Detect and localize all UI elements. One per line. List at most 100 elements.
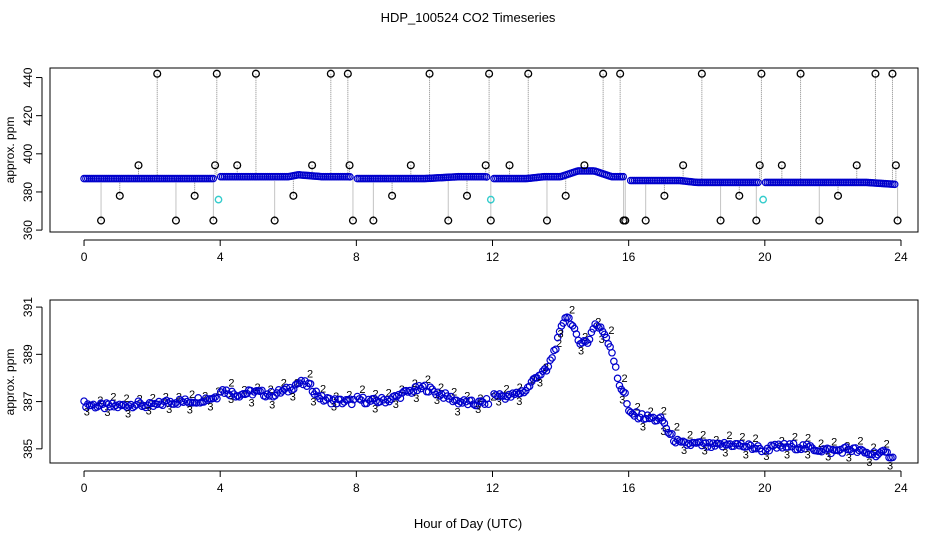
smoothed-point — [426, 383, 435, 392]
series-3-marker: 3 — [228, 394, 234, 406]
series-3-marker: 3 — [310, 397, 316, 409]
series-2-marker: 2 — [228, 378, 234, 390]
series-2-marker: 2 — [805, 432, 811, 444]
series-2-marker: 2 — [425, 374, 431, 386]
cyan-point — [214, 195, 223, 204]
outlier-point — [833, 191, 843, 200]
smoothed-point — [288, 386, 296, 395]
smoothed-point — [703, 443, 712, 451]
series-3-marker: 3 — [619, 394, 625, 406]
raw-co2-panel: 0 4 8 12 16 20 24 360 380 400 420 440 approx. ppm — [3, 67, 919, 264]
outlier-point — [852, 161, 861, 170]
series-3-marker: 3 — [784, 450, 790, 462]
smoothed-point — [744, 440, 753, 448]
series-2-marker: 2 — [739, 431, 745, 443]
smoothed-point — [321, 396, 330, 404]
smoothed-point — [696, 438, 704, 446]
smoothed-point — [583, 339, 592, 347]
smoothed-point — [669, 437, 678, 446]
series-3-marker: 3 — [516, 396, 522, 408]
baseline-point — [209, 174, 218, 183]
x-tick-label: 24 — [894, 481, 908, 495]
series-3-marker: 3 — [599, 334, 605, 346]
smoothed-point — [164, 399, 173, 408]
smoothed-point — [720, 438, 729, 447]
x-axis-label: Hour of Day (UTC) — [414, 516, 522, 531]
series-2-marker: 2 — [176, 392, 182, 404]
smoothed-point — [140, 401, 148, 410]
series-2-marker: 2 — [359, 384, 365, 396]
y-tick-label: 387 — [21, 391, 35, 411]
series-2-marker: 2 — [726, 430, 732, 442]
x-tick-label: 0 — [81, 481, 88, 495]
outlier-point — [679, 161, 688, 170]
series-3-marker: 3 — [578, 345, 584, 357]
smoothed-point — [529, 375, 538, 383]
outlier-point — [209, 216, 218, 225]
smoothed-point — [821, 446, 830, 454]
smoothed-point — [525, 382, 534, 390]
smoothed-point — [409, 387, 418, 395]
x-tick-label: 24 — [894, 250, 908, 264]
series-2-marker: 2 — [608, 325, 614, 337]
outlier-point — [716, 216, 725, 225]
x-tick-label: 8 — [353, 481, 360, 495]
series-3-marker: 3 — [722, 448, 728, 460]
smoothed-point — [306, 380, 315, 388]
series-2-marker: 2 — [635, 401, 641, 413]
smoothed-point — [366, 397, 375, 405]
outlier-point — [542, 216, 552, 225]
smoothed-point — [879, 446, 888, 455]
smoothed-point — [664, 428, 672, 437]
smoothed-point — [593, 322, 601, 330]
smoothed-point — [518, 387, 526, 395]
series-3-marker: 3 — [166, 404, 172, 416]
smoothed-point — [130, 402, 139, 411]
y-tick-label: 391 — [21, 297, 35, 317]
smoothed-point — [404, 388, 412, 396]
baseline-point — [346, 172, 354, 181]
series-2-marker: 2 — [792, 431, 798, 443]
smoothed-point — [364, 395, 373, 404]
smoothed-point — [806, 442, 815, 450]
smoothed-point — [611, 363, 620, 371]
series-2-marker: 2 — [189, 389, 195, 401]
smoothed-point — [398, 388, 407, 397]
smoothed-point — [160, 397, 169, 406]
outlier-point — [621, 216, 630, 225]
outlier-point — [97, 216, 106, 225]
smoothed-point — [460, 396, 468, 404]
smoothed-point — [213, 394, 221, 403]
smoothed-point — [566, 320, 575, 329]
raw-panel-axes: 0 4 8 12 16 20 24 360 380 400 420 440 — [21, 67, 908, 264]
outlier-point — [616, 69, 625, 78]
smoothed-point — [572, 330, 581, 338]
outlier-point — [345, 161, 354, 170]
smoothed-point — [548, 354, 556, 362]
smoothed-point — [776, 442, 785, 450]
series-3-marker: 3 — [537, 377, 543, 389]
series-2-marker: 2 — [215, 386, 221, 398]
cyan-point — [486, 195, 495, 204]
x-tick-label: 4 — [217, 250, 224, 264]
series-2-marker: 2 — [621, 373, 627, 385]
smoothed-point — [608, 348, 616, 357]
smoothed-point — [684, 439, 693, 448]
outlier-point — [251, 69, 260, 78]
series-2-marker: 2 — [477, 393, 483, 405]
smoothed-point — [211, 393, 219, 401]
outlier-point — [599, 69, 608, 78]
x-tick-label: 4 — [217, 481, 224, 495]
smoothed-point — [98, 400, 107, 408]
smoothed-point — [134, 397, 143, 405]
series-2-marker: 2 — [687, 430, 693, 442]
series-3-marker: 3 — [146, 405, 152, 417]
series-2-marker: 2 — [294, 378, 300, 390]
outlier-point — [871, 69, 880, 78]
series-3-marker: 3 — [290, 392, 296, 404]
outlier-point — [270, 216, 279, 225]
y-tick-label: 400 — [21, 143, 35, 163]
outlier-point — [444, 216, 453, 225]
series-2-marker: 2 — [504, 383, 510, 395]
series-3-marker: 3 — [104, 407, 110, 419]
